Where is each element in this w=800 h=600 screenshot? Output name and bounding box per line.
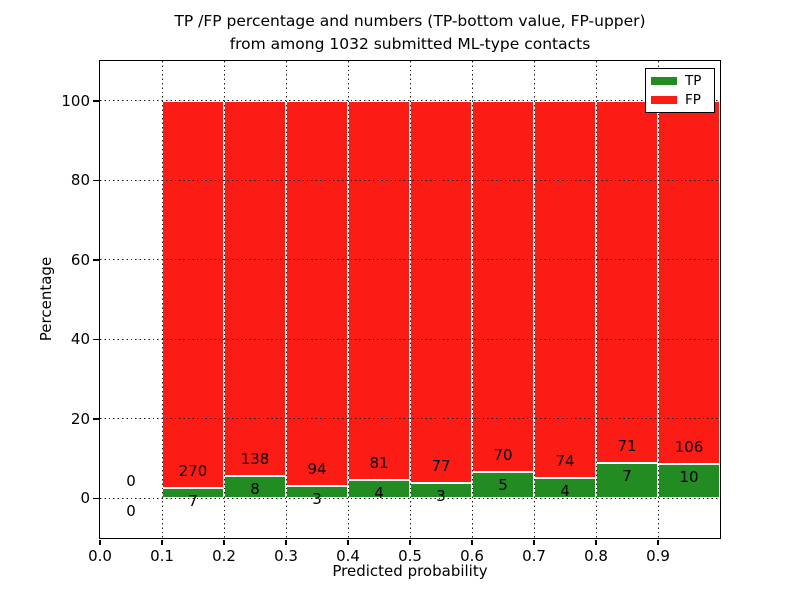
tp-count-label-4: 4 (374, 483, 384, 502)
legend-entry-tp: TP (651, 74, 709, 88)
legend-tp-label: TP (685, 72, 702, 89)
y-tick-mark-40 (93, 338, 99, 340)
fp-count-label-1: 270 (178, 462, 208, 481)
gridline-x-0.8 (595, 61, 597, 538)
x-tick-mark-0.1 (161, 539, 163, 545)
bar-segment-tp-8 (596, 462, 658, 499)
x-tick-mark-0.0 (99, 539, 101, 545)
x-tick-label-0.3: 0.3 (274, 547, 298, 565)
y-tick-label-20: 20 (70, 409, 90, 428)
gridline-x-0.9 (657, 61, 659, 538)
y-tick-mark-0 (93, 497, 99, 499)
x-tick-mark-0.6 (471, 539, 473, 545)
legend-entry-fp: FP (651, 93, 709, 107)
x-tick-label-0.6: 0.6 (460, 547, 484, 565)
tp-count-label-5: 3 (436, 487, 446, 506)
y-tick-mark-100 (93, 100, 99, 102)
y-axis-label: Percentage (37, 256, 55, 342)
gridline-x-0.2 (223, 61, 225, 538)
fp-count-label-5: 77 (431, 457, 451, 476)
plot-area: 0 0 270 7 138 8 94 3 81 4 77 3 70 5 74 4 71 7 106 10 (100, 61, 720, 538)
bar-segment-fp-4 (348, 100, 410, 480)
fp-count-label-2: 138 (240, 450, 270, 469)
chart-title-line2: from among 1032 submitted ML-type contac… (229, 34, 591, 53)
fp-count-label-4: 81 (369, 453, 389, 472)
x-tick-label-0.4: 0.4 (336, 547, 360, 565)
x-tick-label-0.2: 0.2 (212, 547, 236, 565)
bar-segment-fp-2 (224, 100, 286, 477)
tp-count-label-1: 7 (188, 492, 198, 511)
gridline-x-0.7 (533, 61, 535, 538)
fp-count-label-9: 106 (674, 437, 704, 456)
bar-segment-fp-9 (658, 100, 720, 464)
tp-count-label-8: 7 (622, 466, 632, 485)
legend-tp-swatch-icon (651, 76, 677, 85)
chart-title-line1: TP /FP percentage and numbers (TP-bottom… (174, 12, 646, 30)
y-tick-label-80: 80 (70, 171, 90, 190)
legend-fp-swatch-icon (651, 96, 677, 105)
y-tick-mark-20 (93, 418, 99, 420)
gridline-x-0.6 (471, 61, 473, 538)
bar-segment-tp-9 (658, 463, 720, 499)
y-tick-label-40: 40 (70, 330, 90, 349)
gridline-x-0.3 (285, 61, 287, 538)
x-tick-label-0.7: 0.7 (522, 547, 546, 565)
gridline-x-0.4 (347, 61, 349, 538)
tp-count-label-6: 5 (498, 475, 508, 494)
y-tick-label-100: 100 (61, 91, 90, 110)
tp-count-label-9: 10 (679, 467, 699, 486)
y-tick-label-60: 60 (70, 250, 90, 269)
x-tick-mark-0.9 (657, 539, 659, 545)
x-tick-label-0.1: 0.1 (150, 547, 174, 565)
legend: TP FP (645, 68, 715, 113)
gridline-x-0.5 (409, 61, 411, 538)
bar-segment-fp-8 (596, 100, 658, 463)
fp-count-label-7: 74 (555, 451, 575, 470)
x-tick-label-0.9: 0.9 (646, 547, 670, 565)
tp-count-label-3: 3 (312, 489, 322, 508)
tp-count-label-0: 0 (126, 502, 136, 521)
y-tick-label-0: 0 (80, 489, 90, 508)
bar-segment-fp-3 (286, 100, 348, 486)
x-tick-mark-0.4 (347, 539, 349, 545)
x-tick-mark-0.7 (533, 539, 535, 545)
y-tick-mark-80 (93, 179, 99, 181)
x-tick-mark-0.5 (409, 539, 411, 545)
x-axis-label: Predicted probability (332, 562, 488, 580)
gridline-x-0.1 (161, 61, 163, 538)
x-tick-mark-0.2 (223, 539, 225, 545)
bar-segment-fp-5 (410, 100, 472, 484)
bar-segment-fp-6 (472, 100, 534, 472)
fp-count-label-0: 0 (126, 472, 136, 491)
x-tick-label-0.5: 0.5 (398, 547, 422, 565)
bar-segment-fp-7 (534, 100, 596, 478)
tp-count-label-7: 4 (560, 481, 570, 500)
y-tick-mark-60 (93, 259, 99, 261)
fp-count-label-8: 71 (617, 436, 637, 455)
fp-count-label-3: 94 (307, 459, 327, 478)
bar-segment-fp-1 (162, 100, 224, 489)
x-tick-mark-0.3 (285, 539, 287, 545)
x-tick-label-0.8: 0.8 (584, 547, 608, 565)
x-tick-label-0.0: 0.0 (88, 547, 112, 565)
fp-count-label-6: 70 (493, 445, 513, 464)
legend-fp-label: FP (685, 92, 701, 109)
x-tick-mark-0.8 (595, 539, 597, 545)
chart-title: TP /FP percentage and numbers (TP-bottom… (100, 10, 720, 55)
tp-count-label-2: 8 (250, 480, 260, 499)
